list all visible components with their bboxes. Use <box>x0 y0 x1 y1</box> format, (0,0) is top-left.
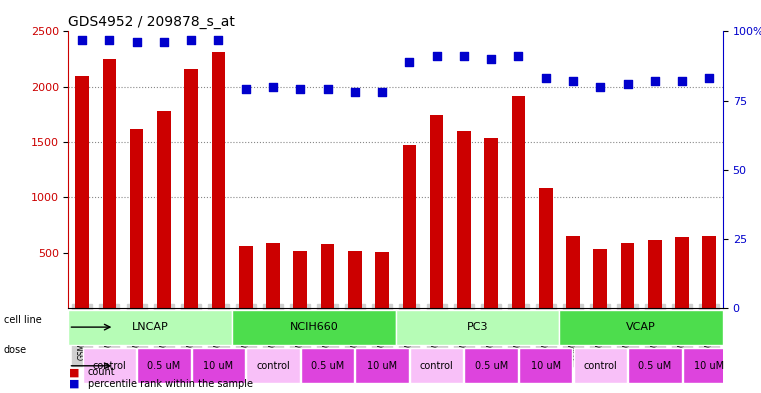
Text: count: count <box>88 367 115 377</box>
Point <box>403 59 416 65</box>
Point <box>458 53 470 59</box>
Bar <box>430 116 444 308</box>
Text: control: control <box>93 361 126 371</box>
Bar <box>348 252 361 308</box>
Text: PC3: PC3 <box>466 322 489 332</box>
FancyBboxPatch shape <box>247 348 300 383</box>
Point <box>622 81 634 87</box>
Bar <box>157 111 170 308</box>
Point <box>131 39 143 46</box>
Bar <box>75 75 89 308</box>
Bar <box>212 52 225 308</box>
Bar <box>621 242 635 308</box>
Bar <box>130 129 144 308</box>
Bar <box>184 69 198 308</box>
Bar <box>702 236 716 308</box>
FancyBboxPatch shape <box>192 348 245 383</box>
Bar <box>103 59 116 308</box>
Bar <box>566 236 580 308</box>
Point <box>103 37 116 43</box>
Point <box>676 78 688 84</box>
Bar <box>375 252 389 308</box>
Bar <box>511 95 525 308</box>
FancyBboxPatch shape <box>628 348 682 383</box>
Point <box>567 78 579 84</box>
Bar <box>403 145 416 308</box>
Point <box>158 39 170 46</box>
Bar <box>457 131 471 308</box>
FancyBboxPatch shape <box>83 348 136 383</box>
Point <box>512 53 524 59</box>
Point <box>267 84 279 90</box>
Text: percentile rank within the sample: percentile rank within the sample <box>88 379 253 389</box>
FancyBboxPatch shape <box>137 348 191 383</box>
Point <box>485 56 497 62</box>
FancyBboxPatch shape <box>574 348 627 383</box>
Point <box>212 37 224 43</box>
Point <box>431 53 443 59</box>
Text: control: control <box>584 361 617 371</box>
Text: 10 uM: 10 uM <box>203 361 234 371</box>
Text: GDS4952 / 209878_s_at: GDS4952 / 209878_s_at <box>68 15 235 29</box>
Text: control: control <box>420 361 454 371</box>
Text: LNCAP: LNCAP <box>132 322 169 332</box>
Point <box>594 84 607 90</box>
Text: 10 uM: 10 uM <box>694 361 724 371</box>
Text: 10 uM: 10 uM <box>367 361 397 371</box>
FancyBboxPatch shape <box>396 310 559 345</box>
FancyBboxPatch shape <box>355 348 409 383</box>
Text: 0.5 uM: 0.5 uM <box>475 361 508 371</box>
Bar <box>266 242 280 308</box>
Text: 0.5 uM: 0.5 uM <box>638 361 671 371</box>
Text: ■: ■ <box>68 367 79 377</box>
Point <box>321 86 333 93</box>
Bar <box>239 246 253 308</box>
Point <box>295 86 307 93</box>
Text: control: control <box>256 361 290 371</box>
Bar <box>675 237 689 308</box>
FancyBboxPatch shape <box>683 348 736 383</box>
Point <box>349 89 361 95</box>
Point <box>76 37 88 43</box>
Bar <box>539 188 552 308</box>
Point <box>703 75 715 82</box>
Text: 0.5 uM: 0.5 uM <box>311 361 344 371</box>
Text: cell line: cell line <box>4 315 42 325</box>
Bar <box>484 138 498 308</box>
Point <box>376 89 388 95</box>
FancyBboxPatch shape <box>559 310 723 345</box>
FancyBboxPatch shape <box>410 348 463 383</box>
Bar <box>648 240 661 308</box>
Text: NCIH660: NCIH660 <box>289 322 339 332</box>
Point <box>540 75 552 82</box>
Text: 0.5 uM: 0.5 uM <box>148 361 180 371</box>
Point <box>185 37 197 43</box>
Bar <box>294 252 307 308</box>
FancyBboxPatch shape <box>68 310 232 345</box>
FancyBboxPatch shape <box>301 348 355 383</box>
Point <box>648 78 661 84</box>
FancyBboxPatch shape <box>232 310 396 345</box>
FancyBboxPatch shape <box>519 348 572 383</box>
Bar <box>594 249 607 308</box>
FancyBboxPatch shape <box>464 348 518 383</box>
Text: VCAP: VCAP <box>626 322 656 332</box>
Point <box>240 86 252 93</box>
Bar <box>320 244 334 308</box>
Text: 10 uM: 10 uM <box>530 361 561 371</box>
Text: dose: dose <box>4 345 27 355</box>
Text: ■: ■ <box>68 379 79 389</box>
